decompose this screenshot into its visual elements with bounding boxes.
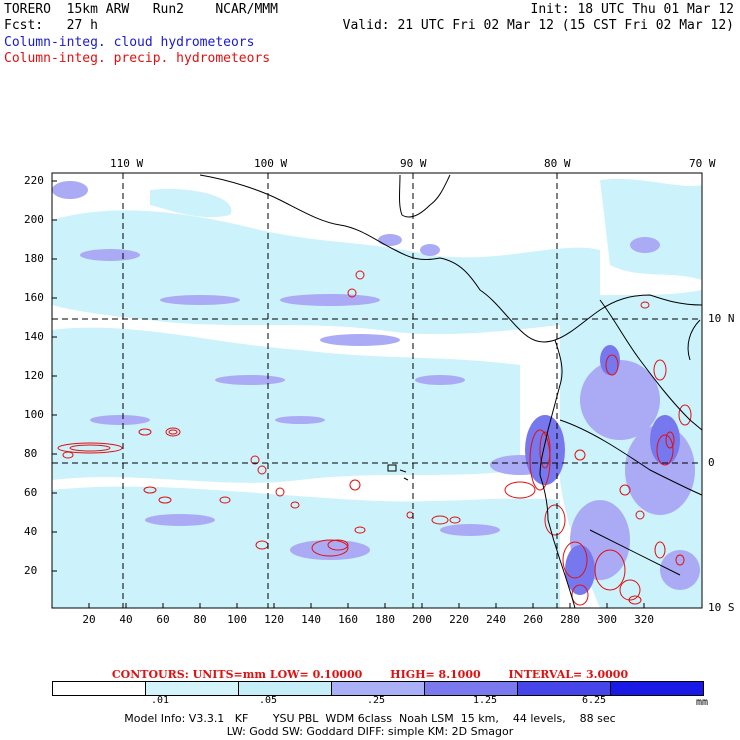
left-axis-label: 60 <box>24 486 38 499</box>
bottom-axis-label: 280 <box>560 613 580 626</box>
lat-label-10s: 10 S <box>708 601 735 614</box>
legend-swatch <box>239 682 332 695</box>
left-axis-label: 200 <box>24 213 44 226</box>
left-axis-label: 120 <box>24 369 44 382</box>
bottom-axis-label: 300 <box>597 613 617 626</box>
bottom-axis-label: 60 <box>156 613 170 626</box>
graticule <box>52 173 702 608</box>
legend-tick-1: .01 <box>150 695 170 706</box>
left-axis-label: 80 <box>24 447 38 460</box>
model-physics: LW: Godd SW: Goddard DIFF: simple KM: 2D… <box>226 725 514 738</box>
bottom-axis-label: 80 <box>193 613 207 626</box>
lon-label-110w: 110 W <box>110 157 144 170</box>
left-axis-label: 20 <box>24 564 38 577</box>
bottom-axis-label: 180 <box>375 613 395 626</box>
lon-label-100w: 100 W <box>254 157 288 170</box>
legend-unit: mm <box>696 697 709 708</box>
model-info: Model Info: V3.3.1 KF YSU PBL WDM 6class… <box>124 712 616 725</box>
left-axis-ticks <box>52 180 57 572</box>
bottom-axis-label: 120 <box>264 613 284 626</box>
field-cloud-label: Column-integ. cloud hydrometeors <box>4 35 255 50</box>
legend-swatch <box>518 682 611 695</box>
bottom-axis-label: 260 <box>523 613 543 626</box>
bottom-axis-ticks <box>88 603 645 608</box>
lat-label-10n: 10 N <box>708 312 735 325</box>
legend-tick-2: .05 <box>258 695 278 706</box>
legend-swatch <box>53 682 146 695</box>
bottom-axis-label: 100 <box>227 613 247 626</box>
precip-contours <box>57 270 692 606</box>
bottom-axis-label: 200 <box>412 613 432 626</box>
legend-swatch <box>611 682 703 695</box>
legend-swatch <box>146 682 239 695</box>
bottom-axis-label: 140 <box>301 613 321 626</box>
legend-swatch <box>425 682 518 695</box>
legend-tick-5: 6.25 <box>581 695 607 706</box>
left-axis-label: 140 <box>24 330 44 343</box>
bottom-axis-label: 220 <box>449 613 469 626</box>
contour-info: CONTOURS: UNITS=mm LOW= 0.10000 HIGH= 8.… <box>0 668 740 681</box>
left-axis-label: 220 <box>24 174 44 187</box>
lon-label-90w: 90 W <box>400 157 427 170</box>
contour-units-low: CONTOURS: UNITS=mm LOW= 0.10000 <box>111 668 363 681</box>
contour-high: HIGH= 8.1000 <box>390 668 481 681</box>
lon-label-80w: 80 W <box>544 157 571 170</box>
plot-frame <box>51 172 703 609</box>
valid-time: Valid: 21 UTC Fri 02 Mar 12 (15 CST Fri … <box>342 18 734 33</box>
run-title: TORERO 15km ARW Run2 NCAR/MMM <box>4 2 278 17</box>
legend-swatch <box>332 682 425 695</box>
legend-tick-4: 1.25 <box>472 695 498 706</box>
init-time: Init: 18 UTC Thu 01 Mar 12 <box>530 2 735 17</box>
legend-tick-3: .25 <box>366 695 386 706</box>
bottom-axis-label: 40 <box>119 613 133 626</box>
left-axis-label: 40 <box>24 525 38 538</box>
cloud-field <box>52 178 702 608</box>
bottom-axis-label: 20 <box>82 613 96 626</box>
lon-label-70w: 70 W <box>689 157 716 170</box>
bottom-axis-label: 240 <box>486 613 506 626</box>
bottom-axis-label: 320 <box>634 613 654 626</box>
bottom-axis-label: 160 <box>338 613 358 626</box>
lat-label-0: 0 <box>708 456 715 469</box>
contour-interval: INTERVAL= 3.0000 <box>508 668 629 681</box>
forecast-hour: Fcst: 27 h <box>4 18 98 33</box>
color-legend <box>52 681 704 696</box>
left-axis-label: 180 <box>24 252 44 265</box>
left-axis-label: 160 <box>24 291 44 304</box>
field-precip-label: Column-integ. precip. hydrometeors <box>4 51 271 66</box>
left-axis-label: 100 <box>24 408 44 421</box>
